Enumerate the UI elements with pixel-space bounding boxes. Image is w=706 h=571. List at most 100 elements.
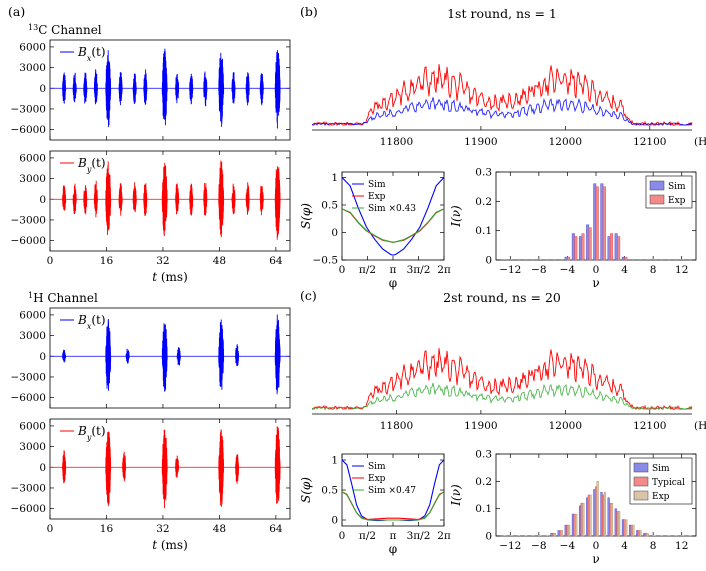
- x-tick-label: 12100: [633, 136, 666, 148]
- time-plot-frame: [49, 307, 291, 409]
- y-tick-label: −0.5: [313, 255, 339, 267]
- bar-sim: [536, 259, 539, 260]
- x-tick-label: −8: [531, 540, 546, 552]
- legend-label: Sim ×0.43: [368, 204, 416, 214]
- bar-sim: [643, 259, 646, 260]
- bar-exp: [660, 259, 663, 260]
- bar-sim: [593, 489, 596, 537]
- bar-sim: [600, 183, 604, 261]
- x-tick-label: 0: [47, 523, 54, 535]
- bar-sim: [607, 497, 610, 537]
- y-tick-label: −3000: [10, 482, 46, 494]
- s-series-sim: [341, 177, 445, 256]
- signal-burst: [235, 344, 240, 367]
- signal-burst: [189, 73, 194, 105]
- bar-sim: [679, 259, 682, 260]
- spectrum-title: 2st round, ns = 20: [443, 290, 561, 305]
- x-unit-label: (Hz): [694, 136, 706, 148]
- legend-label: Bx(t): [77, 313, 106, 331]
- bar-exp: [589, 494, 592, 537]
- bar-typical: [523, 535, 526, 536]
- signal-burst: [161, 429, 168, 509]
- bar-exp: [675, 535, 678, 536]
- legend-label: By(t): [77, 156, 106, 174]
- bar-sim: [500, 535, 503, 536]
- bar-typical: [587, 494, 590, 537]
- y-tick-label: 0: [331, 515, 338, 527]
- legend-label: Exp: [368, 474, 386, 484]
- x-tick-label: −4: [560, 264, 576, 276]
- y-tick-label: 0.5: [321, 200, 338, 212]
- x-tick-label: 12: [675, 540, 688, 552]
- signal-burst: [105, 50, 112, 128]
- signal-burst: [175, 455, 180, 478]
- x-tick-label: 64: [269, 523, 283, 535]
- legend-label-part: y: [86, 165, 92, 174]
- bar-exp: [568, 524, 571, 537]
- legend-swatch: [649, 194, 665, 205]
- bar-exp: [618, 511, 621, 537]
- channel-title-1h-part: 1: [28, 291, 33, 300]
- signal-burst: [93, 180, 98, 218]
- bar-exp: [602, 186, 606, 261]
- x-tick-label: 11800: [380, 136, 413, 148]
- bar-sim: [522, 259, 525, 260]
- bar-sim: [643, 533, 646, 537]
- legend-label-part: B: [77, 156, 87, 170]
- bar-sim: [607, 236, 611, 261]
- bar-exp: [525, 535, 528, 536]
- bar-exp: [574, 236, 578, 261]
- bar-exp: [681, 259, 685, 260]
- bar-sim: [557, 259, 561, 260]
- x-tick-label: 16: [100, 523, 114, 535]
- bar-exp: [654, 535, 656, 536]
- bar-sim: [672, 535, 674, 536]
- s-plot-frame: [341, 171, 445, 261]
- x-tick-label: 32: [156, 255, 169, 267]
- signal-burst: [132, 73, 137, 104]
- bar-exp: [595, 186, 599, 261]
- x-tick-label: −12: [499, 264, 521, 276]
- x-tick-label: 2π: [437, 264, 451, 276]
- signal-burst: [143, 183, 148, 217]
- bar-typical: [552, 533, 555, 537]
- signal-burst: [83, 185, 88, 215]
- bar-exp: [510, 259, 513, 260]
- bar-sim: [571, 233, 575, 261]
- bar-sim: [621, 256, 625, 261]
- bar-exp: [617, 236, 621, 261]
- bar-exp: [632, 524, 635, 537]
- x-tick-label: 12000: [549, 136, 582, 148]
- bar-typical: [666, 535, 669, 536]
- bar-exp: [560, 530, 564, 537]
- y-tick-label: 0: [39, 462, 46, 474]
- y-tick-label: 3000: [19, 173, 46, 185]
- bar-exp: [517, 259, 520, 260]
- time-plot-frame: [49, 39, 291, 141]
- x-tick-label: 11800: [380, 420, 413, 432]
- signal-burst: [105, 431, 112, 507]
- bar-typical: [688, 535, 690, 536]
- y-tick-label: 0: [39, 194, 46, 206]
- x-tick-label: 0: [593, 540, 600, 552]
- time-plot-frame: [49, 418, 291, 520]
- signal-burst: [218, 52, 225, 127]
- bar-exp: [546, 259, 549, 260]
- x-tick-label: 0: [339, 530, 346, 542]
- x-unit-label: (Hz): [694, 420, 706, 432]
- signal-burst: [72, 183, 77, 215]
- bar-exp: [596, 481, 599, 537]
- legend-label: Sim: [652, 464, 670, 474]
- y-tick-label: 3000: [19, 62, 46, 74]
- y-tick-label: 0: [39, 83, 46, 95]
- x-axis-label: ν: [592, 276, 599, 290]
- bar-exp: [546, 535, 549, 536]
- legend-label: Sim ×0.47: [368, 486, 416, 496]
- signal-burst: [93, 69, 98, 105]
- bar-exp: [503, 259, 506, 260]
- legend-swatch: [633, 490, 649, 501]
- legend-label: Sim: [368, 180, 386, 190]
- signal-burst: [189, 183, 194, 216]
- y-axis-label: I(ν): [449, 205, 463, 228]
- bar-exp: [668, 535, 670, 536]
